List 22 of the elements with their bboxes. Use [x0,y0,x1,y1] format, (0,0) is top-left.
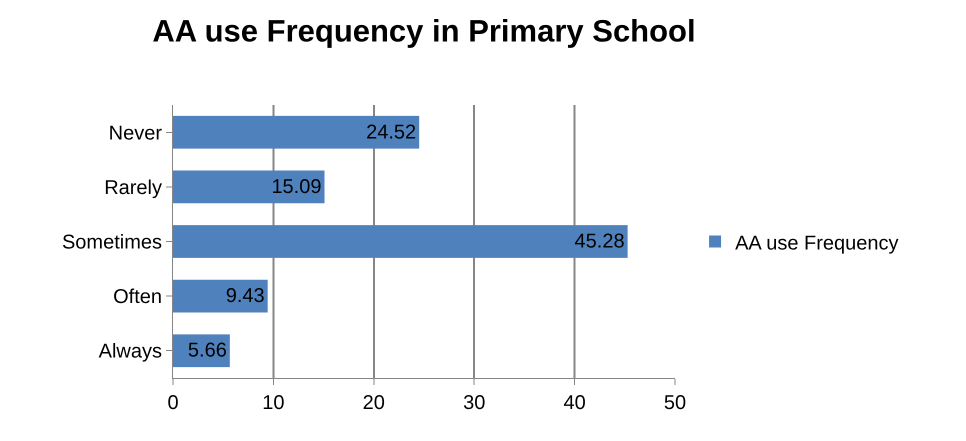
bar [173,170,324,204]
data-label: 9.43 [226,285,265,308]
y-tick-label: Never [108,122,162,144]
data-label: 45.28 [574,230,625,252]
x-tick-label: 30 [463,392,486,414]
data-label: 24.52 [366,121,416,144]
data-label: 15.09 [271,176,322,198]
y-tick-label: Sometimes [62,232,162,254]
x-tick-label: 20 [362,392,385,414]
x-tick-label: 10 [262,392,285,414]
legend-label: AA use Frequency [735,232,899,254]
data-label: 5.66 [188,340,227,362]
x-tick-label: 40 [563,392,586,414]
bar [173,225,628,258]
x-tick-label: 0 [167,392,179,414]
y-tick-label: Rarely [104,176,162,199]
x-tick-label: 50 [664,392,686,414]
bar [173,280,268,312]
y-tick-label: Always [98,340,162,363]
bar [173,116,420,149]
y-tick-label: Often [113,286,162,308]
chart-title: AA use Frequency in Primary School [152,14,696,49]
